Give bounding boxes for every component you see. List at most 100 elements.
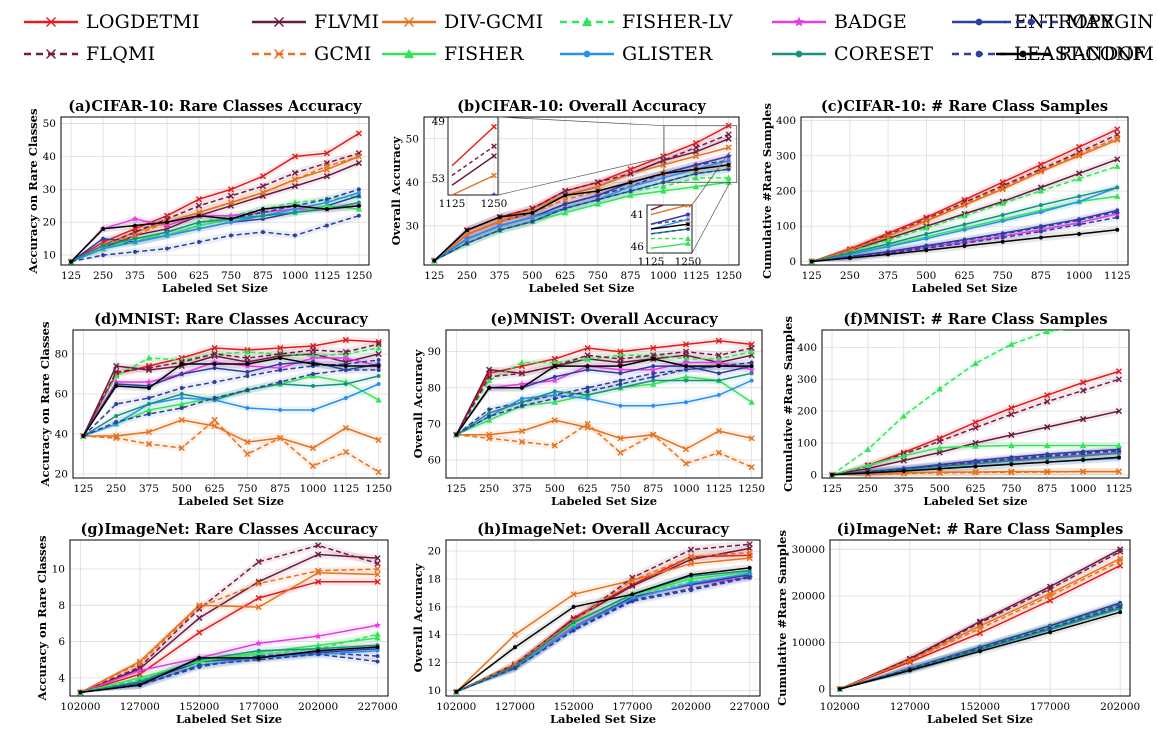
series-gcmi — [80, 416, 382, 476]
point-flvmi — [1076, 170, 1083, 177]
point-gcmi — [1044, 468, 1051, 476]
point-gcmi — [374, 565, 381, 573]
point-badge — [342, 354, 350, 361]
point-div-gcmi — [511, 631, 519, 638]
legend-marker-fisher — [403, 48, 415, 59]
point-random — [1045, 460, 1050, 465]
point-entropy — [585, 367, 590, 372]
point-entropy — [651, 364, 656, 369]
point-random — [229, 217, 233, 221]
point-badge — [136, 667, 144, 674]
point-least-conf — [694, 171, 698, 176]
y-axis-label: Accuracy on Rare Classes — [35, 536, 49, 702]
point-div-gcmi — [725, 144, 732, 151]
panel-title: (e)MNIST: Overall Accuracy — [490, 311, 718, 328]
point-gcmi — [906, 657, 914, 664]
series-line-random — [433, 164, 729, 262]
band-margin — [71, 185, 359, 262]
point-random — [316, 648, 321, 653]
point-fisher — [748, 398, 755, 405]
series-line-least-conf — [456, 576, 750, 693]
point-glister — [376, 382, 381, 386]
legend-marker-flqmi — [46, 49, 56, 59]
point-flqmi — [715, 352, 722, 359]
x-tick-label: 375 — [490, 270, 510, 282]
y-tick-label: 0 — [789, 256, 796, 268]
inset-line-least-conf — [650, 228, 689, 235]
point-fisher-lv — [1114, 163, 1121, 169]
inset-line-flvmi — [451, 155, 495, 186]
y-tick-label: 20 — [43, 217, 56, 229]
point-flvmi — [1114, 156, 1121, 163]
point-fisher — [1079, 442, 1087, 449]
point-flqmi — [211, 350, 218, 358]
legend-swatch-fisher — [382, 48, 436, 59]
series-line-coreset — [82, 375, 379, 437]
y-tick-label: 30 — [406, 220, 419, 232]
x-tick-label: 227000 — [730, 701, 770, 713]
x-tick-label: 875 — [621, 270, 641, 282]
point-margin — [749, 360, 754, 365]
point-flvmi — [196, 614, 203, 622]
x-tick-label: 250 — [840, 270, 860, 282]
band-margin — [456, 572, 750, 692]
x-tick-label: 1125 — [314, 270, 341, 282]
y-tick-label: 80 — [55, 349, 68, 361]
legend-label-fisher: FISHER — [444, 43, 524, 65]
point-fisher — [314, 642, 322, 648]
point-div-gcmi — [682, 446, 690, 453]
point-gcmi — [196, 604, 203, 611]
inset-line-random — [650, 223, 689, 230]
point-fisher-lv — [715, 355, 723, 362]
legend-swatch-fisher-lv — [560, 16, 614, 27]
point-least-conf — [487, 414, 492, 419]
x-tick-label: 1125 — [683, 270, 710, 282]
series-line-random — [70, 205, 359, 263]
point-random — [245, 362, 250, 366]
point-logdetmi — [374, 578, 381, 585]
point-least-conf — [212, 396, 217, 400]
series-line-logdetmi — [455, 340, 752, 436]
band-gcmi — [83, 416, 379, 476]
x-tick-label: 1125 — [1106, 483, 1133, 495]
series-least-conf — [69, 213, 361, 264]
point-least-conf — [563, 206, 568, 211]
inset-point-fisher-lv — [491, 241, 497, 246]
series-line-div-gcmi — [455, 557, 750, 693]
inset-point-random — [686, 222, 690, 226]
point-margin — [1000, 232, 1005, 236]
y-tick-label: 70 — [428, 418, 441, 430]
point-fisher — [323, 202, 331, 209]
point-coreset — [618, 385, 623, 390]
point-badge — [682, 358, 690, 366]
point-logdetmi — [255, 594, 262, 602]
point-fisher-lv — [375, 344, 382, 351]
legend-marker-least-conf — [975, 50, 983, 58]
point-badge — [715, 358, 723, 366]
point-least-conf — [962, 241, 967, 246]
series-random — [830, 455, 1121, 477]
series-random — [454, 356, 754, 437]
point-flqmi — [1008, 411, 1015, 418]
point-random — [1077, 232, 1082, 236]
point-random — [661, 171, 666, 176]
y-tick-label: 100 — [776, 221, 796, 233]
inset-point-glister — [686, 217, 690, 222]
point-glister — [497, 223, 502, 228]
point-random — [179, 362, 184, 366]
y-tick-label: 30 — [43, 184, 56, 196]
point-gcmi — [113, 434, 120, 442]
point-least-conf — [324, 223, 329, 228]
point-random — [81, 434, 86, 438]
x-tick-label: 875 — [643, 483, 663, 495]
zoom-connector — [691, 151, 731, 206]
point-glister — [179, 396, 184, 400]
zoom-connector — [691, 182, 731, 254]
point-glister — [530, 215, 535, 220]
point-gcmi — [923, 217, 930, 224]
point-logdetmi — [1114, 126, 1121, 133]
point-flvmi — [486, 366, 493, 373]
series-flqmi — [453, 344, 755, 438]
band-least-conf — [456, 362, 752, 435]
point-logdetmi — [682, 341, 690, 348]
